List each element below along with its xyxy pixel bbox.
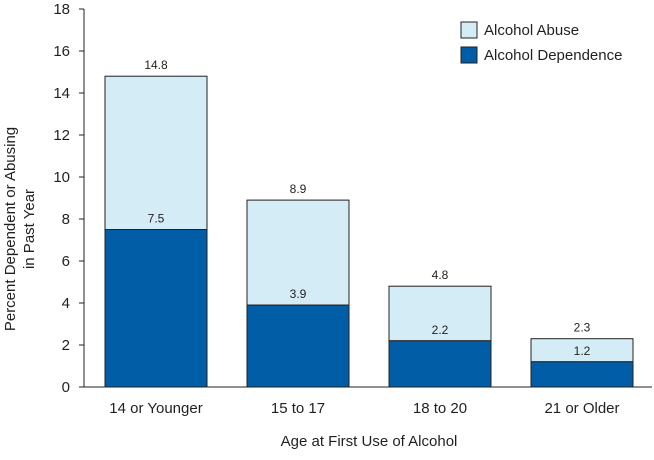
bar-abuse-segment xyxy=(104,75,208,230)
x-category-label: 15 to 17 xyxy=(271,400,325,417)
dependence-value-label: 1.2 xyxy=(574,344,591,358)
y-tick-label: 6 xyxy=(62,253,70,270)
legend-label: Alcohol Abuse xyxy=(484,22,579,39)
x-category-label: 21 or Older xyxy=(544,400,619,417)
y-tick-labels: 0 2 4 6 8 10 12 14 16 18 xyxy=(53,1,70,396)
total-value-label: 2.3 xyxy=(574,321,591,335)
x-axis-title: Age at First Use of Alcohol xyxy=(281,433,458,450)
y-tick-label: 16 xyxy=(53,43,70,60)
y-tick-label: 18 xyxy=(53,1,70,18)
data-labels: 14.8 7.5 8.9 3.9 4.8 2.2 2.3 1.2 xyxy=(144,58,590,358)
dependence-value-label: 3.9 xyxy=(290,287,307,301)
y-tick-label: 0 xyxy=(62,379,70,396)
y-tick-label: 14 xyxy=(53,85,70,102)
y-axis-title-line-1: Percent Dependent or Abusing xyxy=(2,127,19,331)
y-tick-label: 4 xyxy=(62,295,70,312)
legend: Alcohol Abuse Alcohol Dependence xyxy=(460,21,622,64)
x-category-label: 18 to 20 xyxy=(413,400,467,417)
bar-abuse-segment xyxy=(388,285,492,342)
axes-layer xyxy=(79,8,652,388)
y-axis-title-line-2: in Past Year xyxy=(21,189,38,269)
y-tick-label: 2 xyxy=(62,337,70,354)
legend-swatch xyxy=(460,21,478,39)
bars-layer xyxy=(104,75,634,388)
bar-dependence-segment xyxy=(388,340,492,388)
total-value-label: 8.9 xyxy=(290,182,307,196)
x-category-label: 14 or Younger xyxy=(109,400,202,417)
bar-dependence-segment xyxy=(530,361,634,388)
bar-dependence-segment xyxy=(246,304,350,388)
y-tick-label: 12 xyxy=(53,127,70,144)
legend-label: Alcohol Dependence xyxy=(484,47,622,64)
dependence-value-label: 2.2 xyxy=(432,323,449,337)
total-value-label: 14.8 xyxy=(144,58,168,72)
bar-abuse-segment xyxy=(246,199,350,306)
bar-dependence-segment xyxy=(104,229,208,388)
dependence-value-label: 7.5 xyxy=(148,212,165,226)
x-category-labels: 14 or Younger 15 to 17 18 to 20 21 or Older xyxy=(109,400,619,417)
y-tick-label: 8 xyxy=(62,211,70,228)
total-value-label: 4.8 xyxy=(432,268,449,282)
y-tick-label: 10 xyxy=(53,169,70,186)
legend-swatch xyxy=(460,46,478,64)
